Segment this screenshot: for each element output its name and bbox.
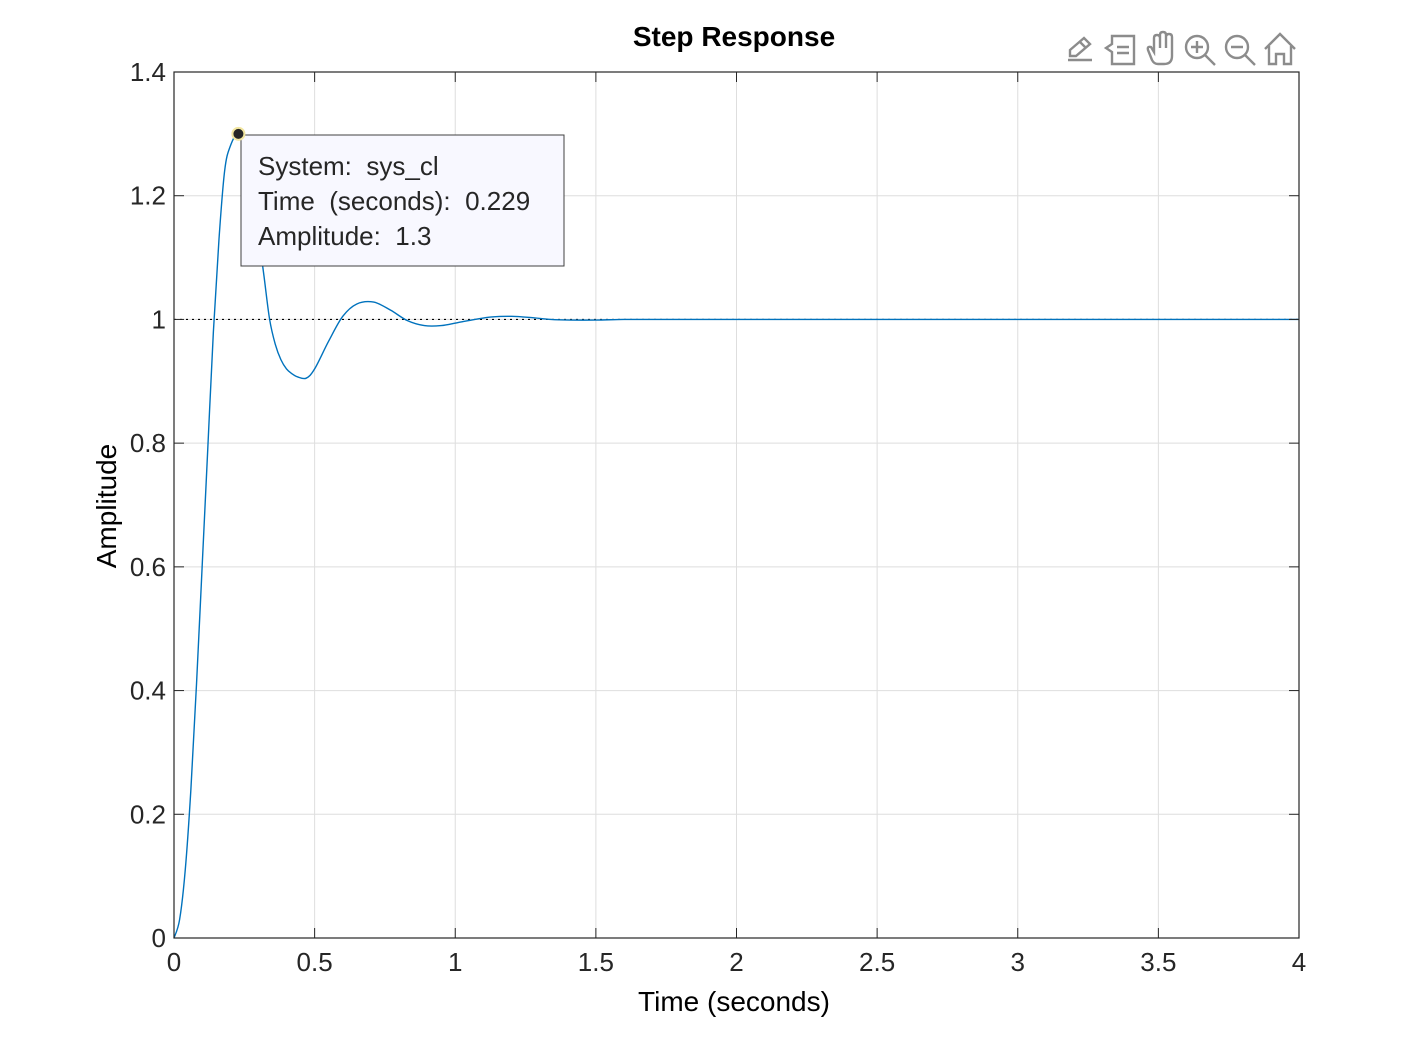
datatip-marker[interactable]	[231, 126, 246, 141]
zoom-in-icon[interactable]	[1182, 30, 1218, 68]
x-tick-label: 0.5	[297, 947, 333, 977]
x-axis-label: Time (seconds)	[638, 986, 830, 1017]
pan-icon[interactable]	[1142, 30, 1178, 68]
datatip-line-amplitude: Amplitude: 1.3	[258, 221, 431, 251]
tick-marks	[173, 71, 1300, 939]
zoom-out-icon[interactable]	[1222, 30, 1258, 68]
step-response-line	[173, 133, 1299, 939]
chart-title: Step Response	[633, 21, 835, 52]
datatip-line-system: System: sys_cl	[258, 151, 439, 181]
y-tick-label: 0.4	[130, 676, 166, 706]
y-tick-label: 0.8	[130, 428, 166, 458]
datatip[interactable]: System: sys_cl Time (seconds): 0.229 Amp…	[231, 126, 565, 267]
x-tick-labels: 0 0.5 1 1.5 2 2.5 3 3.5 4	[167, 947, 1306, 977]
x-tick-label: 4	[1292, 947, 1306, 977]
x-tick-label: 2	[729, 947, 743, 977]
datatip-box	[240, 134, 565, 267]
series-layer	[173, 133, 1299, 939]
x-tick-label: 2.5	[859, 947, 895, 977]
x-tick-label: 1	[448, 947, 462, 977]
datatips-icon[interactable]	[1102, 30, 1138, 68]
x-tick-label: 3	[1011, 947, 1025, 977]
x-tick-label: 0	[167, 947, 181, 977]
brush-icon[interactable]	[1062, 30, 1098, 68]
y-tick-label: 1	[152, 304, 166, 334]
y-tick-label: 0.6	[130, 552, 166, 582]
home-icon[interactable]	[1262, 30, 1298, 68]
y-tick-labels: 0 0.2 0.4 0.6 0.8 1 1.2 1.4	[130, 57, 166, 953]
y-tick-label: 1.2	[130, 181, 166, 211]
axes-toolbar	[1062, 30, 1298, 68]
datatip-line-time: Time (seconds): 0.229	[258, 186, 530, 216]
y-tick-label: 0	[152, 923, 166, 953]
y-axis-label: Amplitude	[91, 444, 122, 569]
x-tick-label: 3.5	[1140, 947, 1176, 977]
x-tick-label: 1.5	[578, 947, 614, 977]
y-tick-label: 1.4	[130, 57, 166, 87]
y-tick-label: 0.2	[130, 799, 166, 829]
